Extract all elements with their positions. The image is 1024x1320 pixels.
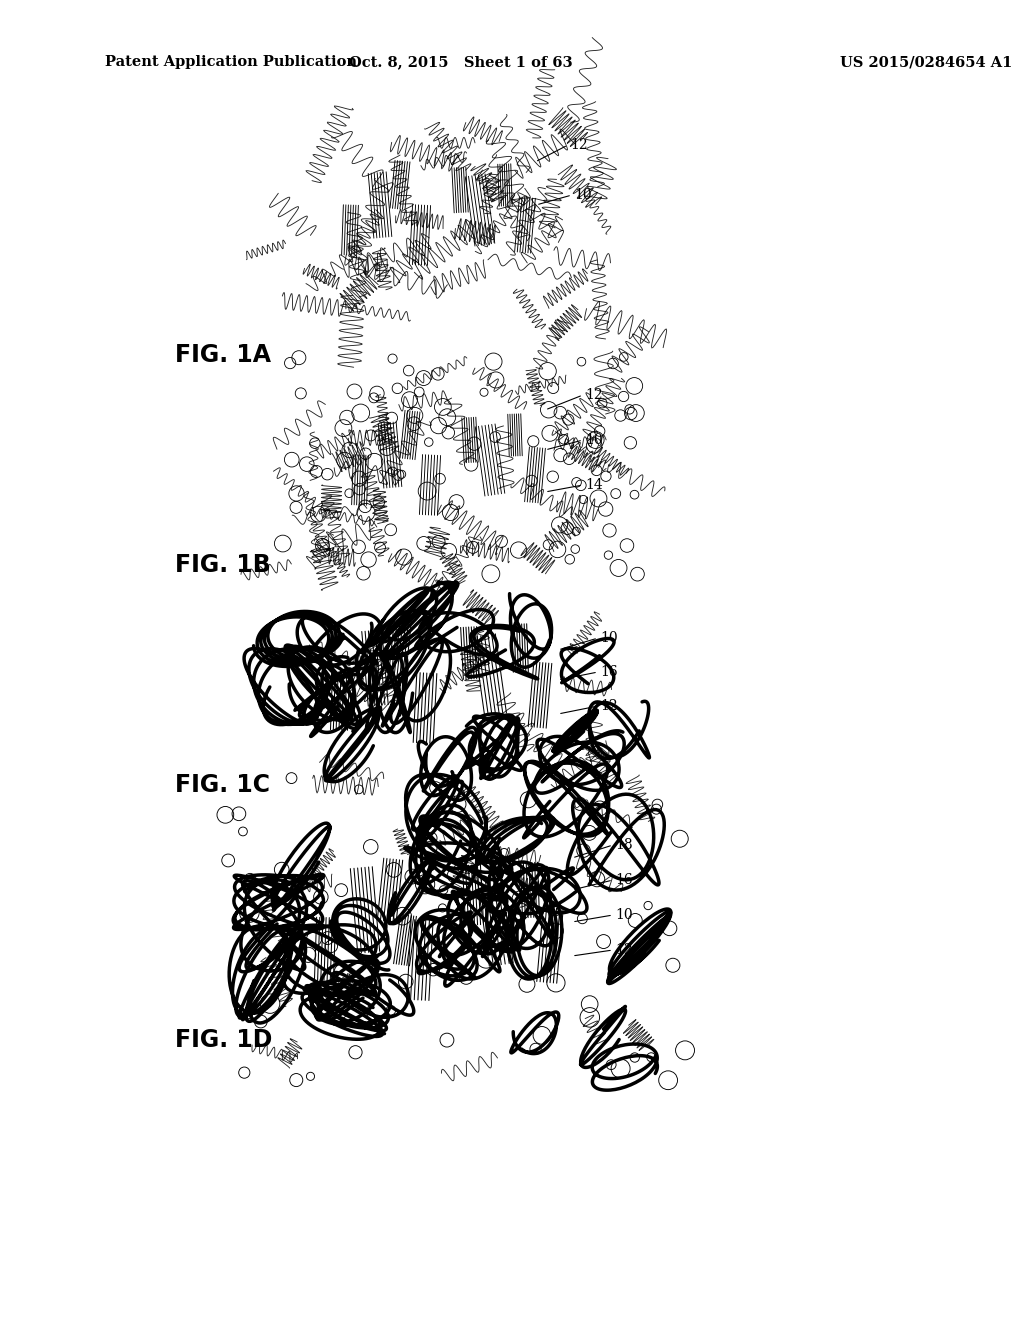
Text: 10: 10 <box>574 187 592 202</box>
Text: Oct. 8, 2015   Sheet 1 of 63: Oct. 8, 2015 Sheet 1 of 63 <box>349 55 572 69</box>
Text: 10: 10 <box>585 433 603 447</box>
Text: 12: 12 <box>570 139 588 152</box>
Text: 12: 12 <box>600 700 617 713</box>
Text: US 2015/0284654 A1: US 2015/0284654 A1 <box>840 55 1012 69</box>
Text: 14: 14 <box>585 478 603 492</box>
Text: Patent Application Publication: Patent Application Publication <box>105 55 357 69</box>
Text: 10: 10 <box>600 631 617 645</box>
Text: FIG. 1A: FIG. 1A <box>175 343 271 367</box>
Text: 16: 16 <box>600 665 617 678</box>
Text: 10: 10 <box>615 908 633 921</box>
Text: FIG. 1D: FIG. 1D <box>175 1028 272 1052</box>
Text: 12: 12 <box>585 388 603 403</box>
Text: FIG. 1B: FIG. 1B <box>175 553 270 577</box>
Text: 12: 12 <box>615 942 633 957</box>
Text: 18: 18 <box>615 838 633 851</box>
Text: 16: 16 <box>615 873 633 887</box>
Text: FIG. 1C: FIG. 1C <box>175 774 270 797</box>
